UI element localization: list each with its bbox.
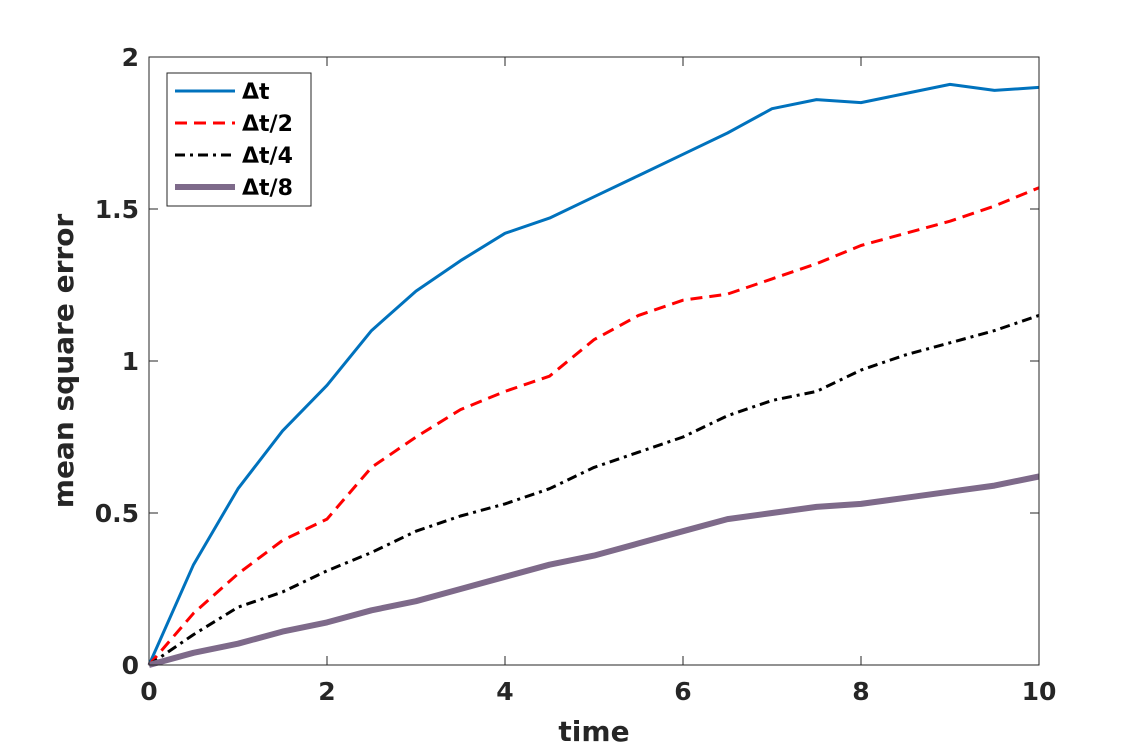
- series-line-2: [147, 186, 1040, 666]
- series-layer: [147, 82, 1040, 668]
- legend-label-4: Δt/8: [242, 176, 293, 201]
- y-tick-label: 0.5: [95, 499, 139, 528]
- x-tick-label: 8: [852, 677, 869, 706]
- y-tick-label: 2: [122, 43, 139, 72]
- legend-label-2: Δt/2: [242, 112, 293, 137]
- legend-label-1: Δt: [242, 80, 270, 105]
- x-tick-label: 4: [496, 677, 513, 706]
- series-line-3: [148, 313, 1040, 667]
- series-line-1: [147, 82, 1040, 666]
- legend: Δt Δt/2 Δt/4 Δt/8: [166, 72, 312, 207]
- x-axis-label: time: [558, 715, 629, 748]
- x-tick-label: 2: [318, 677, 335, 706]
- x-tick-label: 6: [674, 677, 691, 706]
- y-tick-label: 1.5: [95, 195, 139, 224]
- legend-box: [166, 72, 312, 207]
- y-tick-label: 1: [122, 347, 139, 376]
- x-tick-label: 0: [140, 677, 157, 706]
- ticks-layer: 0 2 4 6 8 10 0 0.5 1 1.5 2: [95, 43, 1057, 706]
- y-tick-label: 0: [122, 651, 139, 680]
- series-line-4: [148, 473, 1040, 668]
- legend-label-3: Δt/4: [242, 144, 293, 169]
- x-tick-label: 10: [1022, 677, 1057, 706]
- y-axis-label: mean square error: [47, 214, 80, 509]
